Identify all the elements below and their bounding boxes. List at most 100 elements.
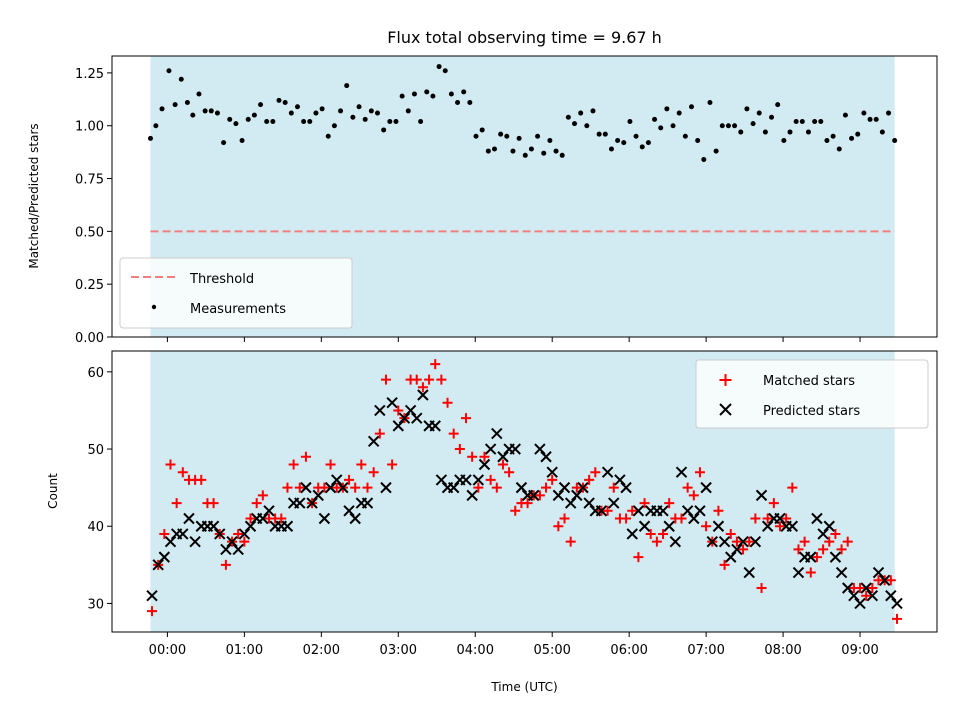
measurement-point xyxy=(448,91,454,97)
matched-star-marker xyxy=(436,374,447,385)
top-y-tick-label: 1.25 xyxy=(75,67,104,82)
matched-star-marker xyxy=(891,613,902,624)
predicted-star-marker xyxy=(404,404,417,417)
matched-star-marker xyxy=(651,536,662,547)
matched-star-marker xyxy=(553,521,564,532)
measurement-point xyxy=(159,106,165,112)
measurement-point xyxy=(682,133,688,139)
measurement-point xyxy=(455,99,461,105)
measurement-point xyxy=(288,110,294,116)
matched-star-marker xyxy=(251,498,262,509)
measurement-point xyxy=(362,116,368,122)
predicted-star-marker xyxy=(300,481,312,494)
matched-star-marker xyxy=(861,590,872,601)
bottom-x-tick-label: 06:00 xyxy=(610,643,647,658)
matched-star-marker xyxy=(387,459,398,470)
measurement-point xyxy=(270,118,276,124)
predicted-star-marker xyxy=(657,505,669,517)
measurement-point xyxy=(787,129,793,135)
matched-star-marker xyxy=(793,544,804,555)
legend-matched-swatch xyxy=(719,374,732,386)
measurement-point xyxy=(615,138,621,144)
predicted-star-marker xyxy=(146,590,158,602)
measurement-point xyxy=(750,121,756,127)
predicted-star-marker xyxy=(183,512,195,525)
matched-star-marker xyxy=(239,536,250,547)
predicted-star-marker xyxy=(885,590,897,602)
matched-star-marker xyxy=(855,582,866,593)
measurement-point xyxy=(172,102,178,108)
matched-star-marker xyxy=(627,505,638,516)
matched-star-marker xyxy=(867,582,878,593)
predicted-star-marker xyxy=(601,466,614,478)
matched-star-marker xyxy=(165,459,176,470)
measurement-point xyxy=(418,118,424,124)
measurement-point xyxy=(331,123,337,129)
predicted-star-marker xyxy=(755,489,768,502)
measurement-point xyxy=(775,102,781,108)
matched-star-marker xyxy=(676,513,687,524)
matched-star-marker xyxy=(664,498,675,509)
predicted-star-marker xyxy=(743,566,755,579)
legend-measurements-label: Measurements xyxy=(190,302,286,317)
measurement-point xyxy=(381,127,387,133)
measurement-point xyxy=(781,138,787,144)
measurement-point xyxy=(239,138,245,144)
measurement-point xyxy=(762,129,768,135)
bottom-y-tick-label: 30 xyxy=(87,597,104,612)
predicted-star-marker xyxy=(263,505,275,517)
matched-star-marker xyxy=(565,536,576,547)
matched-star-marker xyxy=(534,490,545,501)
predicted-star-marker xyxy=(891,597,903,610)
predicted-star-marker xyxy=(669,535,682,548)
measurement-point xyxy=(516,135,522,141)
matched-star-marker xyxy=(344,474,355,485)
predicted-star-marker xyxy=(257,512,269,525)
measurement-point xyxy=(886,110,892,116)
matched-star-marker xyxy=(257,490,268,501)
predicted-star-marker xyxy=(694,505,706,517)
measurement-point xyxy=(221,140,227,146)
bottom-x-axis: 00:00 01:00 02:00 03:00 04:00 05:00 06:00 07:00… xyxy=(149,632,879,658)
matched-star-marker xyxy=(510,505,521,516)
measurement-point xyxy=(461,89,467,95)
bottom-x-tick-label: 05:00 xyxy=(533,643,570,658)
predicted-star-marker xyxy=(472,474,485,486)
measurement-point xyxy=(430,93,436,99)
chart-title: Flux total observing time = 9.67 h xyxy=(387,28,662,47)
matched-star-marker xyxy=(461,413,472,424)
measurement-point xyxy=(510,148,516,154)
matched-star-marker xyxy=(245,513,256,524)
measurement-point xyxy=(639,144,645,150)
matched-star-marker xyxy=(725,528,736,539)
measurement-point xyxy=(208,108,214,114)
predicted-star-marker xyxy=(164,535,177,548)
bottom-y-tick-label: 60 xyxy=(87,366,104,381)
top-plot-frame xyxy=(111,55,938,338)
predicted-star-marker xyxy=(343,505,355,517)
matched-star-marker xyxy=(196,474,207,485)
predicted-star-marker xyxy=(614,474,626,486)
matched-star-marker xyxy=(694,467,705,478)
matched-star-marker xyxy=(411,374,422,385)
legend-predicted-swatch xyxy=(719,403,732,416)
measurement-point xyxy=(393,118,399,124)
matched-star-marker xyxy=(479,451,490,462)
bottom-x-tick-label: 08:00 xyxy=(764,643,801,658)
predicted-star-marker xyxy=(294,497,306,509)
predicted-star-marker xyxy=(331,474,343,486)
matched-star-marker xyxy=(750,513,761,524)
predicted-star-marker xyxy=(177,528,189,540)
measurement-point xyxy=(602,131,608,137)
matched-star-marker xyxy=(775,521,786,532)
predicted-star-marker xyxy=(700,481,712,494)
predicted-star-marker xyxy=(688,512,700,525)
predicted-star-marker xyxy=(608,497,620,509)
measurements-points xyxy=(147,64,898,163)
measurement-point xyxy=(473,133,479,139)
measurement-point xyxy=(153,123,159,129)
predicted-star-marker xyxy=(681,505,694,517)
matched-star-marker xyxy=(799,536,810,547)
measurement-point xyxy=(282,99,288,105)
